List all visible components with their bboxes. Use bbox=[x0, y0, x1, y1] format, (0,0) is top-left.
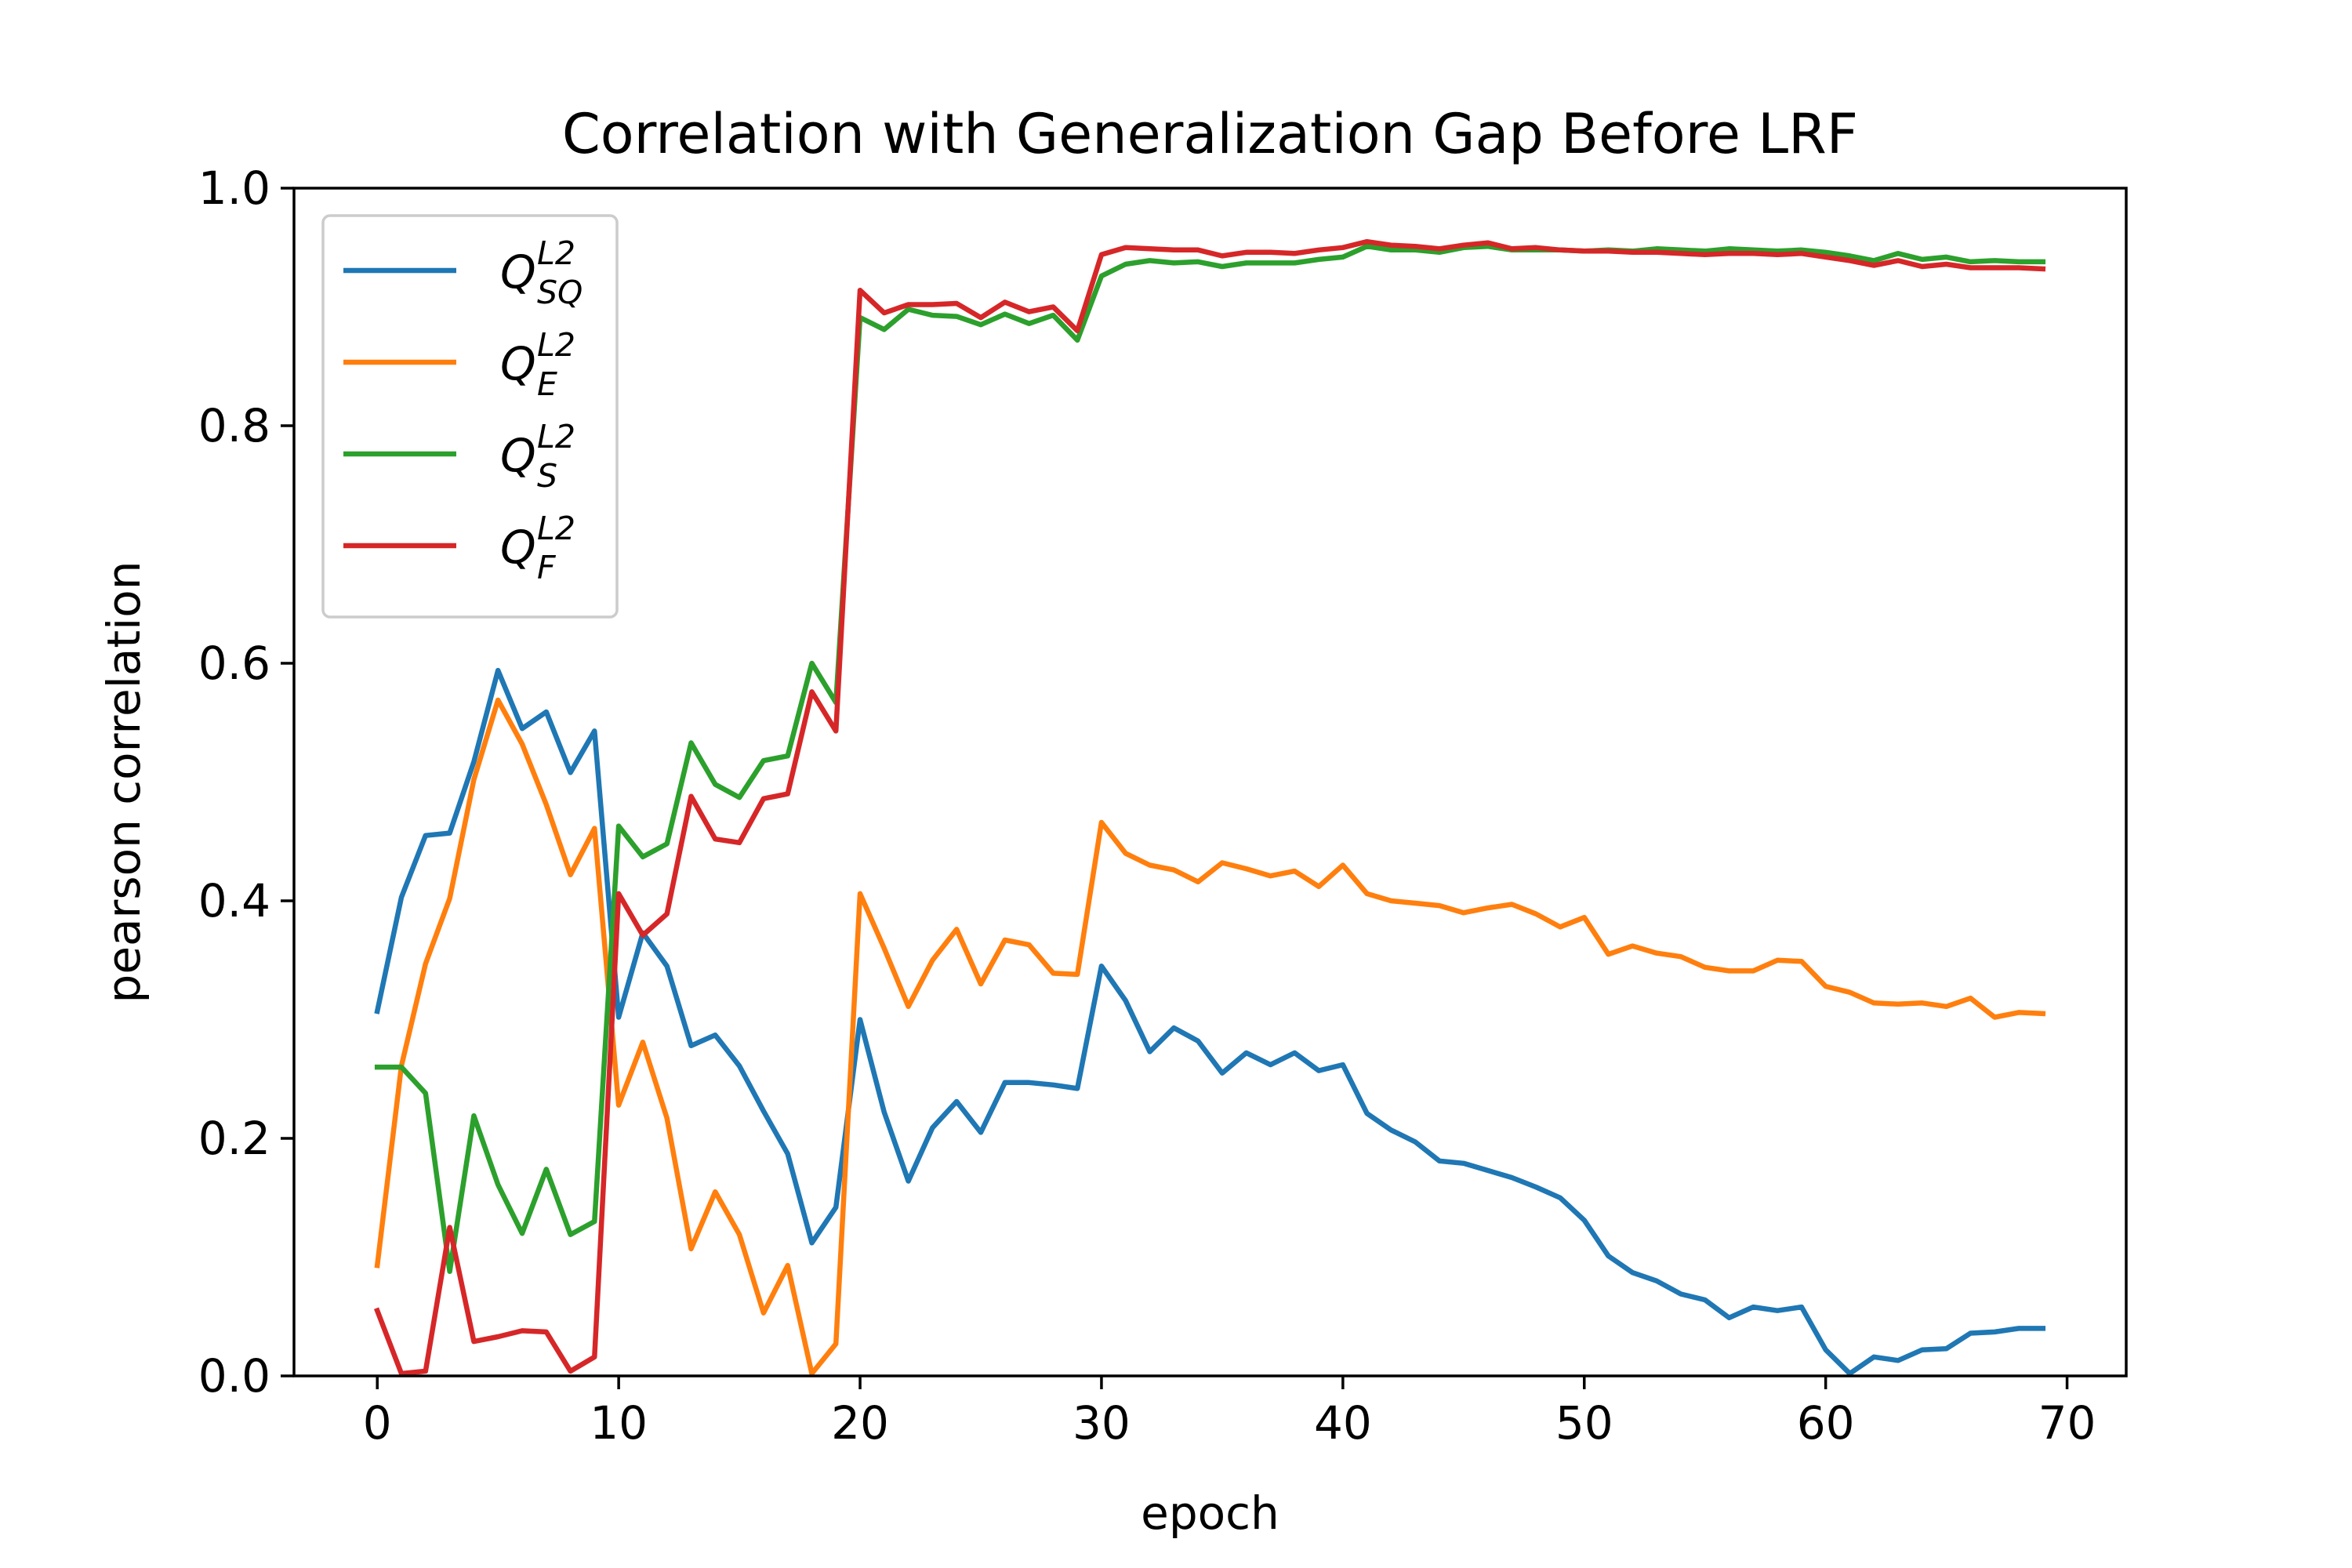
plot-lines bbox=[374, 238, 2046, 1377]
x-tick-label: 20 bbox=[831, 1396, 889, 1450]
x-axis: 0 10 20 30 40 50 60 70 bbox=[363, 1376, 2096, 1450]
x-tick-label: 0 bbox=[363, 1396, 392, 1450]
x-tick-label: 50 bbox=[1555, 1396, 1613, 1450]
y-tick-label: 0.2 bbox=[198, 1112, 270, 1165]
series-line-sq bbox=[374, 667, 2046, 1377]
y-tick-label: 0.0 bbox=[198, 1349, 270, 1403]
legend-subscript: S bbox=[537, 457, 557, 495]
legend-label-e: Q bbox=[500, 337, 536, 390]
chart-title: Correlation with Generalization Gap Befo… bbox=[562, 102, 1858, 166]
legend-label-s: Q bbox=[500, 429, 536, 482]
legend-superscript: L2 bbox=[537, 510, 575, 547]
legend-superscript: L2 bbox=[537, 326, 575, 364]
series-line-f bbox=[374, 238, 2046, 1377]
series-line-s bbox=[374, 243, 2046, 1274]
legend-label-f: Q bbox=[500, 521, 536, 574]
series-line-e bbox=[374, 697, 2046, 1377]
legend-superscript: L2 bbox=[537, 234, 575, 272]
x-tick-label: 40 bbox=[1314, 1396, 1372, 1450]
x-tick-label: 10 bbox=[590, 1396, 648, 1450]
y-tick-label: 1.0 bbox=[198, 162, 270, 215]
x-axis-label: epoch bbox=[1141, 1486, 1279, 1540]
x-tick-label: 30 bbox=[1073, 1396, 1131, 1450]
legend-superscript: L2 bbox=[537, 418, 575, 456]
legend-label-sq: Q bbox=[500, 245, 536, 299]
x-tick-label: 70 bbox=[2038, 1396, 2096, 1450]
y-axis-label: pearson correlation bbox=[97, 561, 151, 1004]
y-tick-label: 0.8 bbox=[198, 399, 270, 452]
x-tick-label: 60 bbox=[1797, 1396, 1855, 1450]
legend-subscript: E bbox=[537, 365, 557, 403]
y-tick-label: 0.4 bbox=[198, 874, 270, 927]
y-tick-label: 0.6 bbox=[198, 637, 270, 690]
legend-box bbox=[321, 214, 619, 619]
legend-subscript: F bbox=[537, 549, 557, 586]
plot-frame bbox=[292, 187, 2128, 1377]
legend-subscript: SQ bbox=[537, 274, 583, 311]
y-axis: 0.0 0.2 0.4 0.6 0.8 1.0 bbox=[198, 162, 294, 1403]
